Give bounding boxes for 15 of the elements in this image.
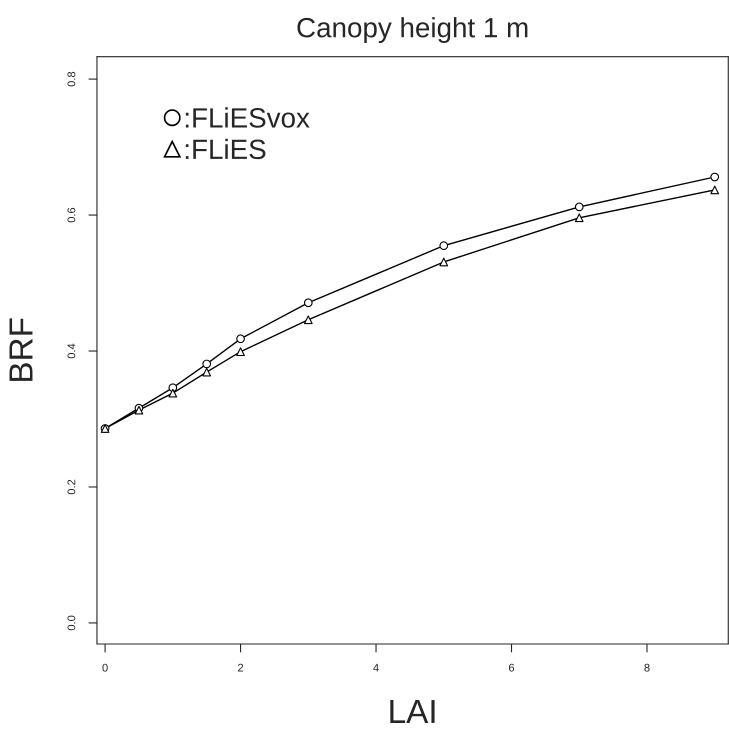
x-tick-label: 6 [508,664,514,672]
legend-label: :FLiESvox [186,107,310,128]
y-tick-label: 0.2 [67,480,76,494]
x-tick-label: 8 [644,664,650,672]
x-tick-label: 4 [373,664,379,672]
legend-label: :FLiES [186,138,266,160]
y-tick-label: 0.0 [67,616,76,630]
y-tick-label: 0.4 [67,344,76,358]
y-tick-label: 0.8 [67,72,76,86]
x-axis-title: LAI [390,700,435,723]
y-tick-label: 0.6 [67,208,76,222]
chart-title: Canopy height 1 m [297,17,528,43]
x-tick-label: 2 [238,664,244,672]
y-axis-title: BRF [10,318,32,381]
x-tick-label: 0 [102,664,108,672]
